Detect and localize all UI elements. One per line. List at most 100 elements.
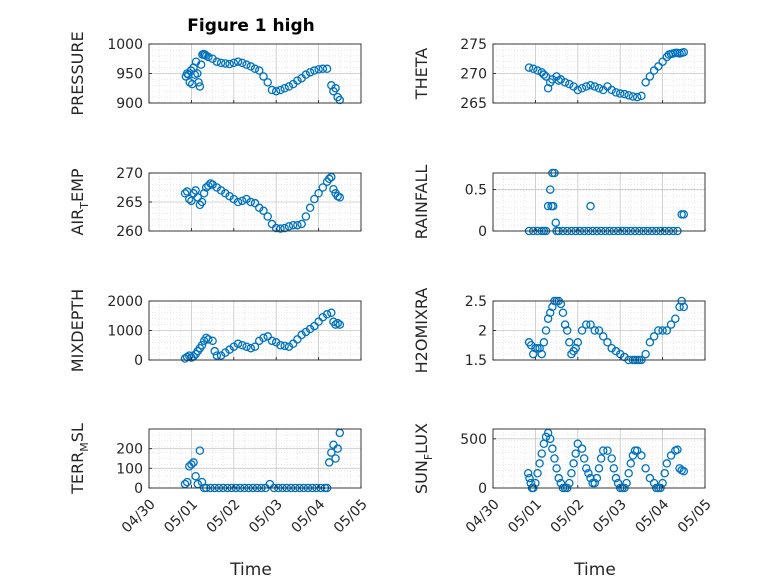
data-point — [541, 326, 551, 335]
data-point — [565, 79, 574, 89]
data-point — [586, 81, 595, 90]
data-point — [195, 82, 205, 91]
data-point — [526, 478, 535, 488]
y-tick-label: 0.5 — [465, 183, 487, 199]
data-point — [221, 189, 230, 198]
data-point — [622, 478, 631, 488]
data-point — [662, 459, 672, 468]
data-point — [539, 439, 549, 448]
data-point — [225, 191, 234, 201]
x-tick-label: 05/01 — [505, 496, 545, 536]
data-point — [324, 458, 334, 467]
data-point — [632, 92, 642, 102]
data-point — [658, 57, 667, 66]
data-point — [594, 84, 604, 93]
data-point — [254, 66, 264, 75]
data-point — [191, 471, 200, 481]
data-point — [293, 335, 302, 344]
y-tick-label: 1000 — [107, 37, 143, 53]
data-point — [558, 308, 568, 318]
y-tick-label: 2 — [478, 324, 487, 340]
x-axis-label-right: Time — [573, 560, 616, 580]
axes-box — [492, 428, 706, 489]
data-point — [233, 339, 243, 349]
data-point — [579, 454, 589, 463]
y-tick-label: 275 — [460, 37, 487, 53]
subplot-8: 0 500 04/30 05/01 05/02 05/03 05/04 05/05 SUNFLU… — [412, 423, 715, 536]
data-point — [565, 478, 574, 488]
data-point — [288, 220, 298, 230]
subplot-1: 900 950 1000 PRESSURE — [68, 31, 362, 116]
data-point — [577, 84, 587, 93]
data-point — [250, 198, 260, 208]
data-point — [611, 88, 621, 97]
data-point — [196, 60, 206, 69]
data-point — [662, 326, 672, 335]
data-point — [592, 473, 602, 483]
data-point — [641, 464, 650, 473]
data-point — [314, 317, 323, 326]
data-point — [335, 95, 345, 105]
data-point — [594, 326, 604, 335]
data-point — [271, 86, 281, 96]
data-point — [301, 70, 311, 79]
data-point — [626, 459, 636, 468]
y-axis-label: MIXDEPTH — [68, 289, 87, 372]
data-point — [229, 58, 239, 68]
data-point — [284, 222, 294, 231]
data-point — [637, 91, 646, 101]
y-axis-label: TERRMSL — [68, 423, 91, 495]
data-point — [284, 82, 294, 91]
subplot-4: 0 0.5 RAINFALL — [412, 165, 706, 240]
data-point — [649, 332, 659, 341]
data-point — [556, 299, 566, 309]
data-point — [318, 183, 328, 192]
x-tick-label: 05/03 — [590, 496, 630, 536]
data-point — [242, 194, 251, 204]
subplot-7: 0 100 200 04/30 05/01 05/02 05/03 05/04 05/05 TER… — [68, 423, 371, 536]
data-point — [195, 446, 205, 455]
y-tick-label: 900 — [116, 96, 143, 112]
data-point — [187, 460, 196, 469]
x-axis-label-left: Time — [229, 560, 272, 580]
data-point — [212, 57, 222, 66]
y-tick-label: 2.5 — [465, 294, 487, 310]
data-point — [216, 186, 226, 195]
data-point — [293, 76, 302, 85]
y-tick-label: 500 — [460, 432, 487, 448]
data-point — [322, 64, 332, 74]
data-point — [310, 66, 319, 75]
data-point — [552, 464, 561, 473]
data-point — [598, 446, 608, 455]
data-point — [524, 63, 534, 72]
data-point — [314, 189, 323, 198]
data-point — [539, 70, 549, 79]
data-point — [197, 197, 207, 207]
data-point — [331, 84, 340, 93]
figure-title: Figure 1 high — [187, 16, 315, 36]
data-point — [545, 185, 555, 194]
y-tick-label: 1000 — [107, 324, 143, 340]
data-point — [197, 340, 207, 350]
data-point — [267, 219, 277, 229]
data-point — [577, 326, 587, 335]
data-point — [265, 479, 275, 489]
x-tick-label: 05/05 — [331, 496, 371, 536]
x-tick-label: 05/02 — [548, 496, 588, 536]
data-point — [645, 473, 655, 483]
data-point — [590, 82, 600, 91]
data-point — [620, 89, 629, 99]
data-point — [233, 197, 243, 207]
data-point — [280, 84, 289, 93]
data-point — [187, 196, 196, 206]
data-point — [560, 78, 570, 87]
data-point — [182, 477, 192, 487]
data-point — [525, 473, 534, 483]
data-point — [276, 224, 285, 233]
data-point — [554, 473, 563, 483]
data-point — [562, 326, 572, 335]
data-point — [199, 189, 209, 198]
data-point — [263, 78, 272, 87]
data-point — [263, 212, 272, 221]
